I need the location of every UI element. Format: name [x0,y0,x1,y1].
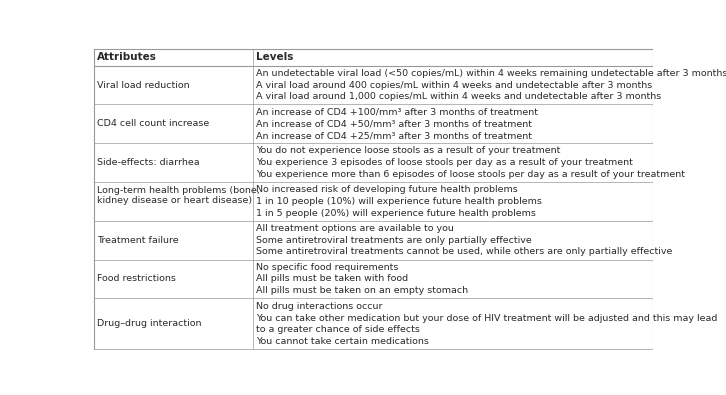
Text: Levels: Levels [256,52,294,62]
Text: No increased risk of developing future health problems: No increased risk of developing future h… [256,185,518,194]
Text: You do not experience loose stools as a result of your treatment: You do not experience loose stools as a … [256,147,561,155]
Text: 1 in 5 people (20%) will experience future health problems: 1 in 5 people (20%) will experience futu… [256,209,537,218]
Text: Viral load reduction: Viral load reduction [97,81,189,90]
Text: All pills must be taken on an empty stomach: All pills must be taken on an empty stom… [256,286,468,295]
Text: No drug interactions occur: No drug interactions occur [256,301,383,310]
Text: No specific food requirements: No specific food requirements [256,263,399,272]
Text: An increase of CD4 +50/mm³ after 3 months of treatment: An increase of CD4 +50/mm³ after 3 month… [256,119,532,128]
Text: Side-effects: diarrhea: Side-effects: diarrhea [97,158,200,167]
Text: Food restrictions: Food restrictions [97,275,176,284]
Text: You experience 3 episodes of loose stools per day as a result of your treatment: You experience 3 episodes of loose stool… [256,158,633,167]
Text: You can take other medication but your dose of HIV treatment will be adjusted an: You can take other medication but your d… [256,314,718,334]
Text: Drug–drug interaction: Drug–drug interaction [97,319,201,328]
Text: You experience more than 6 episodes of loose stools per day as a result of your : You experience more than 6 episodes of l… [256,170,685,179]
Text: You cannot take certain medications: You cannot take certain medications [256,337,429,346]
Text: Treatment failure: Treatment failure [97,236,179,245]
Text: All pills must be taken with food: All pills must be taken with food [256,275,409,284]
Text: A viral load around 1,000 copies/mL within 4 weeks and undetectable after 3 mont: A viral load around 1,000 copies/mL with… [256,92,661,101]
Text: Some antiretroviral treatments are only partially effective: Some antiretroviral treatments are only … [256,236,532,245]
Text: Some antiretroviral treatments cannot be used, while others are only partially e: Some antiretroviral treatments cannot be… [256,247,673,256]
Text: A viral load around 400 copies/mL within 4 weeks and undetectable after 3 months: A viral load around 400 copies/mL within… [256,81,653,90]
Text: CD4 cell count increase: CD4 cell count increase [97,119,209,128]
Text: Long-term health problems (bone,
kidney disease or heart disease): Long-term health problems (bone, kidney … [97,186,260,205]
Text: An increase of CD4 +25/mm³ after 3 months of treatment: An increase of CD4 +25/mm³ after 3 month… [256,131,532,140]
Text: 1 in 10 people (10%) will experience future health problems: 1 in 10 people (10%) will experience fut… [256,197,542,206]
Text: Attributes: Attributes [97,52,157,62]
Text: An increase of CD4 +100/mm³ after 3 months of treatment: An increase of CD4 +100/mm³ after 3 mont… [256,107,539,117]
Text: All treatment options are available to you: All treatment options are available to y… [256,224,454,233]
Text: An undetectable viral load (<50 copies/mL) within 4 weeks remaining undetectable: An undetectable viral load (<50 copies/m… [256,69,726,78]
